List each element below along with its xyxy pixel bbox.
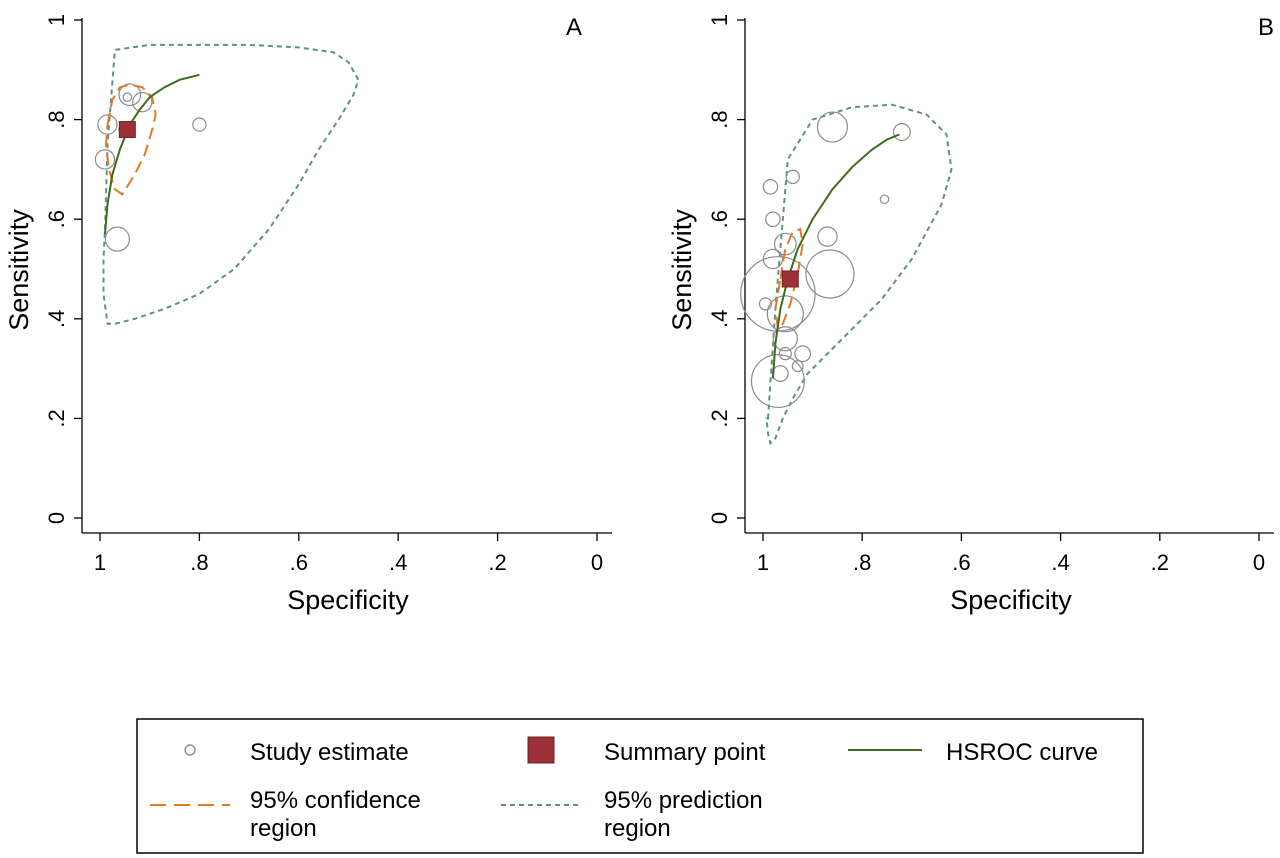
legend-study-symbol xyxy=(184,744,196,756)
x-tick-label: 0 xyxy=(1253,550,1265,575)
study-estimate-point xyxy=(766,295,804,333)
study-estimate-point xyxy=(771,365,789,382)
study-estimate-point xyxy=(762,179,779,195)
y-tick-label: .6 xyxy=(707,210,732,228)
study-estimate-point xyxy=(765,211,781,227)
y-tick-label: .2 xyxy=(707,409,732,427)
study-estimate-point xyxy=(791,360,804,373)
legend-summary-symbol xyxy=(527,736,555,764)
x-axis-title: Specificity xyxy=(950,585,1072,615)
legend-label-summary: Summary point xyxy=(604,739,766,766)
y-tick-label: .2 xyxy=(44,409,69,427)
study-estimate-point xyxy=(892,123,911,142)
study-estimate-point xyxy=(794,345,812,363)
legend-label-confidence: 95% confidence xyxy=(250,787,421,814)
summary-point xyxy=(781,270,799,288)
x-tick-label: .2 xyxy=(1151,550,1169,575)
x-tick-label: .8 xyxy=(190,550,208,575)
y-tick-label: .8 xyxy=(44,110,69,128)
y-axis-title: Sensitivity xyxy=(4,209,34,331)
study-estimate-point xyxy=(778,347,792,361)
legend-label-study: Study estimate xyxy=(250,739,409,766)
study-estimate-point xyxy=(104,226,130,252)
x-tick-label: .4 xyxy=(389,550,407,575)
x-tick-label: .4 xyxy=(1051,550,1069,575)
x-tick-label: .6 xyxy=(290,550,308,575)
study-estimate-point xyxy=(97,114,118,135)
study-estimate-point xyxy=(816,111,849,143)
legend-label-hsroc: HSROC curve xyxy=(946,739,1098,766)
legend-label-prediction: 95% prediction xyxy=(604,787,763,814)
panel-a: 0 .2 .4 .6 .8 1 1 .8 .6 .4 .2 0 Specificity Sensitivi… xyxy=(4,14,612,615)
x-tick-label: 1 xyxy=(757,550,769,575)
study-estimate-point xyxy=(94,149,116,170)
panel-b: 0 .2 .4 .6 .8 1 1 .8 .6 .4 .2 0 Specificity Sensitivi… xyxy=(667,14,1274,615)
y-tick-label: 1 xyxy=(44,14,69,26)
legend-label-prediction: region xyxy=(604,815,671,842)
x-tick-label: .2 xyxy=(488,550,506,575)
prediction-region xyxy=(765,103,953,446)
hsroc-curve xyxy=(104,73,200,235)
x-tick-label: 0 xyxy=(591,550,603,575)
x-tick-label: 1 xyxy=(94,550,106,575)
hsroc-curve xyxy=(771,133,900,379)
study-estimate-point xyxy=(879,194,890,205)
study-estimate-point xyxy=(805,249,855,299)
study-estimate-point xyxy=(785,169,800,185)
legend-label-confidence: region xyxy=(250,815,317,842)
confidence-region xyxy=(104,83,157,196)
confidence-region xyxy=(774,227,804,331)
panel-label: A xyxy=(566,14,582,41)
study-estimate-point xyxy=(132,91,153,113)
y-axis-title: Sensitivity xyxy=(667,209,697,331)
y-tick-label: 0 xyxy=(707,512,732,524)
study-estimate-point xyxy=(192,117,207,132)
legend: Study estimate Summary point HSROC curve 95… xyxy=(136,718,1144,854)
panel-label: B xyxy=(1258,14,1274,41)
x-tick-label: .6 xyxy=(952,550,970,575)
y-tick-label: .6 xyxy=(44,210,69,228)
y-tick-label: 0 xyxy=(44,512,69,524)
y-tick-label: 1 xyxy=(707,14,732,26)
prediction-region xyxy=(102,43,360,325)
legend-box xyxy=(136,718,1144,854)
y-tick-label: .4 xyxy=(707,310,732,328)
study-estimate-point xyxy=(750,354,805,409)
summary-point xyxy=(118,121,136,139)
y-tick-label: .8 xyxy=(707,110,732,128)
y-tick-label: .4 xyxy=(44,310,69,328)
study-estimate-point xyxy=(118,83,142,107)
study-estimate-point xyxy=(817,226,838,247)
x-tick-label: .8 xyxy=(853,550,871,575)
study-estimate-point xyxy=(772,326,798,352)
study-estimate-point xyxy=(758,297,773,311)
x-axis-title: Specificity xyxy=(287,585,409,615)
study-estimate-point xyxy=(122,92,133,102)
